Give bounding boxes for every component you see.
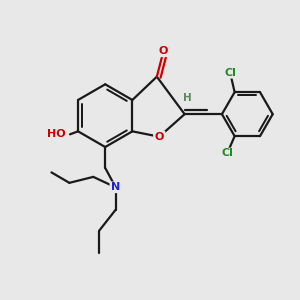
FancyBboxPatch shape	[221, 67, 240, 79]
FancyBboxPatch shape	[181, 92, 193, 103]
FancyBboxPatch shape	[110, 182, 122, 193]
Text: HO: HO	[47, 129, 66, 139]
Text: H: H	[183, 93, 191, 103]
Text: O: O	[159, 46, 168, 56]
Text: O: O	[154, 132, 164, 142]
FancyBboxPatch shape	[218, 148, 237, 159]
FancyBboxPatch shape	[157, 46, 170, 57]
FancyBboxPatch shape	[153, 131, 165, 142]
Text: Cl: Cl	[221, 148, 233, 158]
Text: Cl: Cl	[224, 68, 236, 78]
FancyBboxPatch shape	[47, 128, 66, 140]
Text: N: N	[111, 182, 120, 192]
